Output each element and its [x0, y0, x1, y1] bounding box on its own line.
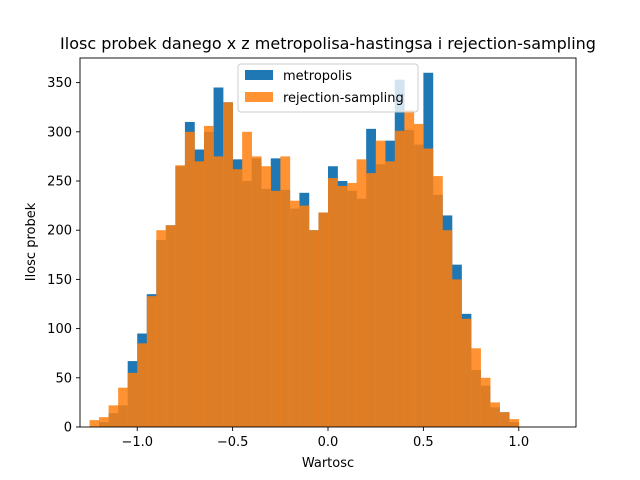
bar-rejection-sampling-43 [499, 412, 510, 427]
bar-rejection-sampling-38 [452, 279, 462, 427]
bar-rejection-sampling-41 [480, 377, 491, 427]
bar-rejection-sampling-13 [213, 156, 224, 427]
bar-rejection-sampling-33 [404, 110, 415, 427]
bar-rejection-sampling-12 [204, 125, 214, 428]
bar-rejection-sampling-36 [432, 176, 443, 427]
bar-rejection-sampling-29 [366, 173, 376, 427]
y-tick-label: 50 [55, 371, 72, 386]
bar-rejection-sampling-14 [223, 102, 233, 427]
legend-swatch-rejection-sampling [245, 92, 273, 102]
x-tick-label: −0.5 [217, 435, 249, 450]
legend: metropolis rejection-sampling [237, 63, 419, 113]
y-axis-label: Ilosc probek [24, 202, 39, 281]
bar-rejection-sampling-35 [423, 148, 434, 427]
bar-rejection-sampling-3 [118, 387, 128, 427]
bar-rejection-sampling-20 [280, 156, 291, 427]
legend-label-rejection-sampling: rejection-sampling [283, 91, 404, 106]
bar-rejection-sampling-11 [194, 161, 205, 427]
x-tick-label: 0.0 [318, 435, 339, 450]
bar-rejection-sampling-6 [146, 296, 157, 427]
legend-swatch-metropolis [245, 70, 273, 80]
bar-rejection-sampling-23 [308, 230, 319, 427]
x-tick-label: −1.0 [121, 435, 153, 450]
y-tick-label: 150 [47, 273, 72, 288]
x-tick-label: 0.5 [413, 435, 434, 450]
y-tick-label: 350 [47, 76, 72, 91]
bar-rejection-sampling-10 [184, 131, 195, 428]
x-axis-label: Wartosc [302, 456, 354, 471]
axes-layer: −1.0 −0.5 0.0 0.5 1.0 0 50 100 150 200 250 300 350 [47, 57, 577, 450]
bar-rejection-sampling-34 [413, 123, 424, 427]
y-tick-label: 200 [47, 224, 72, 239]
bar-rejection-sampling-17 [251, 156, 262, 427]
bar-rejection-sampling-28 [356, 159, 367, 428]
bar-rejection-sampling-32 [394, 130, 405, 428]
bars-layer [89, 72, 520, 428]
bar-rejection-sampling-5 [137, 343, 148, 427]
bar-rejection-sampling-16 [242, 131, 252, 428]
bar-rejection-sampling-40 [471, 348, 481, 427]
bar-rejection-sampling-44 [509, 419, 520, 427]
bar-rejection-sampling-1 [99, 417, 109, 427]
bar-rejection-sampling-15 [232, 169, 243, 427]
bar-rejection-sampling-9 [175, 165, 186, 428]
bar-rejection-sampling-26 [337, 185, 348, 427]
y-tick-label: 250 [47, 175, 72, 190]
bar-rejection-sampling-2 [108, 405, 119, 427]
bar-rejection-sampling-25 [328, 178, 338, 427]
legend-frame [237, 63, 419, 113]
bar-rejection-sampling-8 [165, 225, 176, 427]
bar-rejection-sampling-4 [127, 372, 138, 427]
bar-rejection-sampling-19 [270, 190, 281, 427]
bar-rejection-sampling-24 [318, 212, 329, 427]
chart-title: Ilosc probek danego x z metropolisa-hast… [60, 34, 596, 53]
bar-rejection-sampling-42 [490, 402, 500, 427]
y-tick-label: 0 [64, 421, 72, 436]
bar-rejection-sampling-31 [385, 161, 396, 427]
bar-rejection-sampling-30 [375, 140, 386, 427]
bar-rejection-sampling-7 [156, 230, 167, 427]
y-tick-label: 300 [47, 125, 72, 140]
bar-rejection-sampling-39 [461, 318, 472, 427]
bar-rejection-sampling-22 [299, 205, 310, 427]
legend-label-metropolis: metropolis [283, 69, 352, 84]
x-tick-label: 1.0 [508, 435, 529, 450]
bar-rejection-sampling-21 [289, 200, 300, 427]
bar-rejection-sampling-37 [442, 230, 453, 427]
bar-rejection-sampling-0 [89, 420, 100, 427]
y-tick-label: 100 [47, 322, 72, 337]
bar-rejection-sampling-27 [347, 182, 357, 427]
bar-rejection-sampling-18 [261, 166, 272, 428]
